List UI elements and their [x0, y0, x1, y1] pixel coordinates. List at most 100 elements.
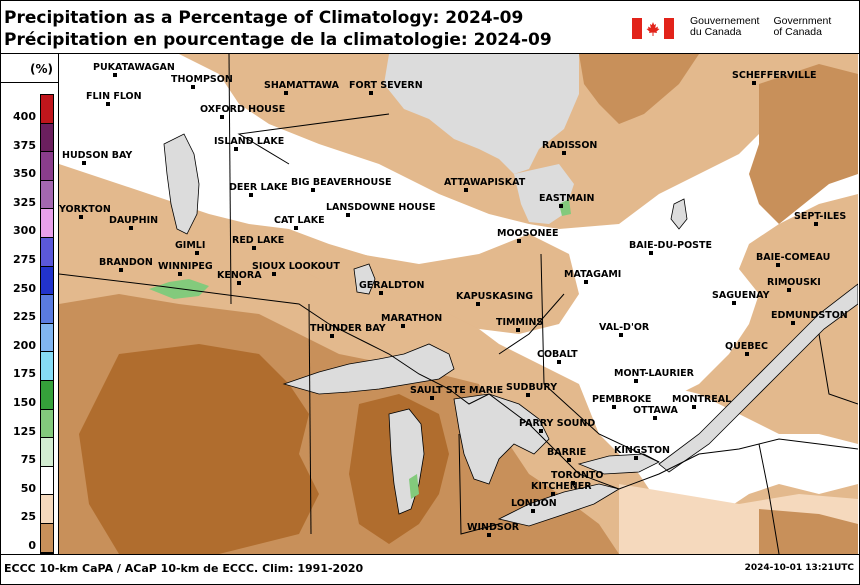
legend-tick-label: 125	[13, 424, 36, 438]
city-label: PEMBROKE	[592, 394, 651, 405]
legend-tick-label: 250	[13, 281, 36, 295]
city-label: PARRY SOUND	[519, 418, 595, 429]
city-marker	[311, 188, 315, 192]
region-dry-southeast	[759, 509, 858, 554]
legend-swatch	[40, 179, 54, 210]
city-label: RIMOUSKI	[767, 277, 821, 288]
city-marker	[430, 396, 434, 400]
region-normal-ontario	[579, 374, 858, 524]
st-lawrence-river	[658, 283, 858, 473]
city-label: SCHEFFERVILLE	[732, 70, 817, 81]
city-label: PUKATAWAGAN	[93, 62, 175, 73]
city-marker	[612, 405, 616, 409]
city-marker	[234, 147, 238, 151]
legend-tick-label: 275	[13, 253, 36, 266]
city-label: BAIE-COMEAU	[756, 252, 830, 263]
city-label: FLIN FLON	[86, 91, 142, 102]
political-boundaries	[59, 54, 858, 554]
city-label: KITCHENER	[531, 481, 592, 492]
region-dry-north-east	[579, 54, 699, 124]
city-label: THUNDER BAY	[310, 323, 386, 334]
legend-tick-label: 150	[13, 396, 36, 409]
city-marker	[791, 321, 795, 325]
wet-area-michigan	[409, 474, 419, 499]
city-label: MATAGAMI	[564, 269, 621, 280]
city-marker	[191, 85, 195, 89]
government-of-canada-signature: Gouvernement du Canada Government of Canad…	[632, 16, 831, 39]
city-marker	[369, 91, 373, 95]
legend-tick-label: 400	[13, 110, 36, 123]
legend-swatch	[40, 237, 54, 267]
city-label: GERALDTON	[359, 280, 424, 291]
city-label: GIMLI	[175, 240, 205, 251]
city-label: WINNIPEG	[158, 261, 213, 272]
city-marker	[814, 222, 818, 226]
legend-swatch	[40, 208, 54, 238]
city-label: KINGSTON	[614, 445, 670, 456]
legend-tick-label: 375	[13, 138, 36, 152]
legend-swatch	[40, 322, 54, 353]
legend-swatch	[40, 265, 54, 296]
city-label: SUDBURY	[506, 382, 557, 393]
legend-tick-label: 325	[13, 195, 36, 209]
city-marker	[272, 272, 276, 276]
city-marker	[776, 263, 780, 267]
city-marker	[559, 204, 563, 208]
city-marker	[653, 416, 657, 420]
city-label: BIG BEAVERHOUSE	[291, 177, 392, 188]
city-label: MARATHON	[381, 313, 442, 324]
data-source-note: ECCC 10-km CaPA / ACaP 10-km de ECCC. Cl…	[4, 562, 364, 575]
city-marker	[557, 360, 561, 364]
lake-winnipeg	[163, 133, 200, 235]
city-label: LANSDOWNE HOUSE	[326, 202, 435, 213]
city-label: VAL-D'OR	[599, 322, 650, 333]
city-marker	[113, 73, 117, 77]
issue-timestamp: 2024-10-01 13:21UTC	[744, 563, 854, 573]
legend-unit-divider	[0, 82, 58, 83]
city-label: COBALT	[537, 349, 578, 360]
region-dry-east	[749, 64, 858, 224]
legend-swatch	[40, 465, 54, 496]
city-label: MONT-LAURIER	[614, 368, 695, 379]
legend-swatch	[40, 380, 54, 410]
legend-swatch	[40, 94, 54, 124]
city-label: EASTMAIN	[539, 193, 595, 204]
city-marker	[571, 481, 575, 485]
legend-tick-label: 350	[13, 167, 36, 181]
city-marker	[330, 334, 334, 338]
region-below-normal-central	[279, 234, 579, 334]
city-marker	[82, 161, 86, 165]
hudson-bay-water	[384, 54, 579, 174]
city-marker	[531, 509, 535, 513]
region-very-dry-south	[79, 344, 319, 554]
city-label: ISLAND LAKE	[214, 136, 284, 147]
legend-divider	[58, 53, 59, 555]
city-marker	[551, 492, 555, 496]
wet-area-eastmain	[559, 199, 571, 216]
city-marker	[379, 291, 383, 295]
lake-superior	[282, 343, 455, 395]
city-label: SEPT-ILES	[794, 211, 846, 222]
city-label: KAPUSKASING	[456, 291, 533, 302]
city-label: BARRIE	[547, 447, 586, 458]
legend-tick-label: 175	[13, 367, 36, 381]
footer-divider	[0, 554, 860, 555]
legend-tick-label: 200	[13, 338, 36, 352]
city-marker	[619, 333, 623, 337]
city-label: FORT SEVERN	[349, 80, 423, 91]
city-label: TIMMINS	[496, 317, 543, 328]
lake-mistassini	[670, 198, 688, 230]
legend-unit: (%)	[30, 62, 53, 76]
city-label: HUDSON BAY	[62, 150, 132, 161]
city-marker	[584, 280, 588, 284]
city-label: BRANDON	[99, 257, 153, 268]
city-label: DAUPHIN	[109, 215, 158, 226]
title-english: Precipitation as a Percentage of Climato…	[4, 8, 524, 28]
canada-flag-icon	[632, 18, 674, 39]
legend-swatch	[40, 408, 54, 439]
city-label: SHAMATTAWA	[264, 80, 340, 91]
city-marker	[476, 302, 480, 306]
legend-swatch	[40, 122, 54, 153]
city-marker	[567, 458, 571, 462]
